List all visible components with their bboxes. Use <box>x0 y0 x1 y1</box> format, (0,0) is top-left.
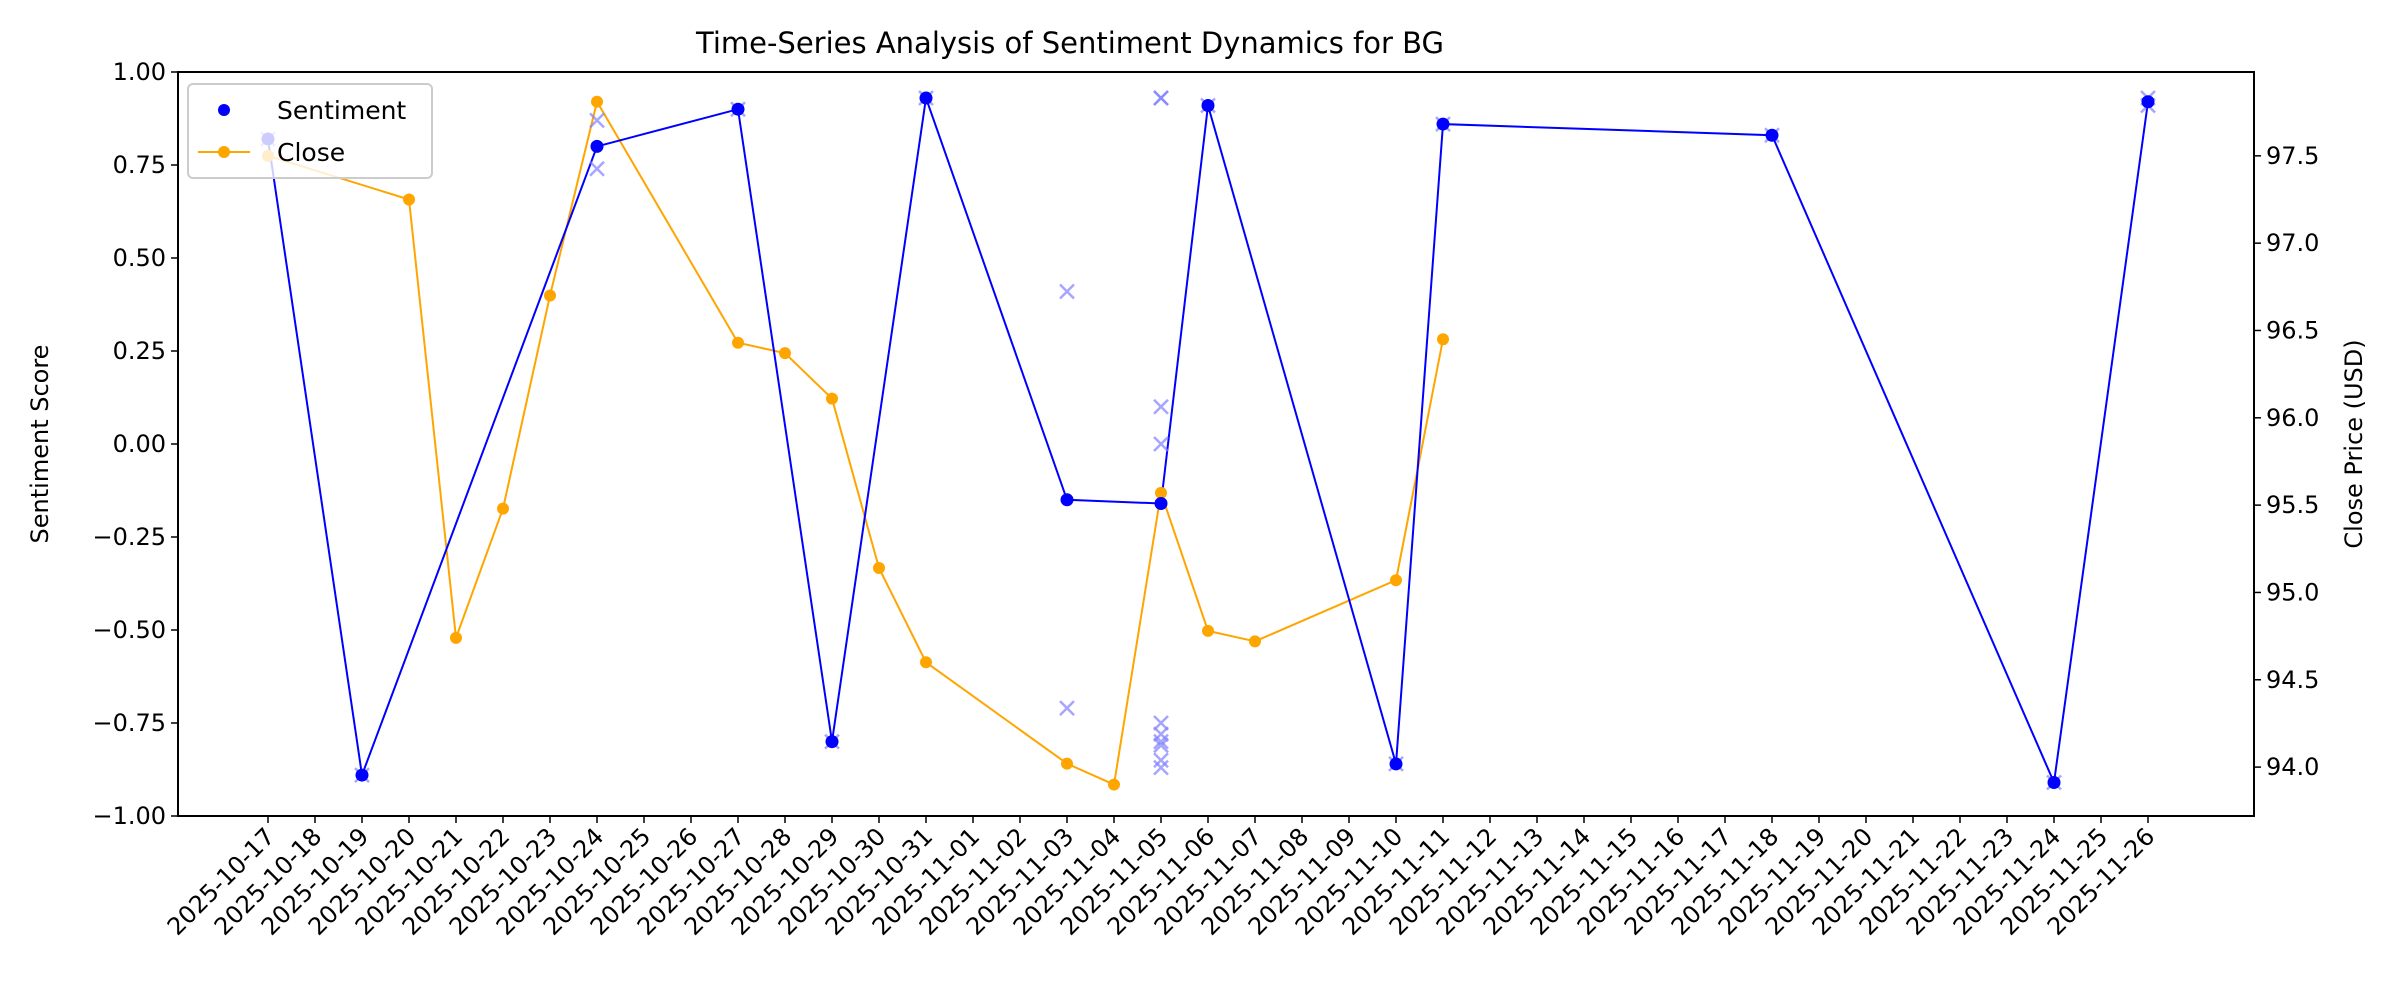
plot-area <box>260 90 2156 791</box>
y-tick-label: 1.00 <box>113 58 166 86</box>
y2-tick-label: 94.5 <box>2266 666 2319 694</box>
y2-tick-label: 97.5 <box>2266 142 2319 170</box>
sentiment-point <box>825 735 839 749</box>
raw-sentiment-point <box>1059 700 1075 717</box>
close-point <box>1437 333 1449 346</box>
raw-sentiment-point <box>1153 759 1169 776</box>
raw-sentiment-point <box>1153 715 1169 731</box>
close-point <box>779 347 791 360</box>
sentiment-point <box>1436 117 1450 131</box>
y2-tick-label: 97.0 <box>2266 229 2319 257</box>
y2-tick-label: 95.5 <box>2266 491 2319 519</box>
close-point <box>826 392 838 405</box>
close-point <box>732 336 744 349</box>
sentiment-point <box>919 91 933 105</box>
raw-sentiment-point <box>1153 90 1169 106</box>
raw-sentiment-point <box>1153 436 1169 452</box>
raw-sentiment-point <box>1153 398 1169 415</box>
chart-title: Time-Series Analysis of Sentiment Dynami… <box>695 26 1444 60</box>
sentiment-point <box>2141 95 2155 109</box>
close-point <box>497 502 509 515</box>
sentiment-point <box>1765 128 1779 142</box>
sentiment-point <box>590 139 604 153</box>
y-tick-label: −0.25 <box>92 523 166 551</box>
sentiment-line <box>267 97 2149 787</box>
sentiment-point <box>1201 98 1215 112</box>
close-point <box>450 631 462 644</box>
legend-sentiment-marker <box>218 104 230 116</box>
sentiment-point <box>355 768 369 782</box>
y-tick-label: 0.00 <box>113 430 166 458</box>
y2-axis-label: Close Price (USD) <box>2340 339 2368 548</box>
y2-tick-label: 96.5 <box>2266 316 2319 344</box>
y-tick-label: 0.50 <box>113 244 166 272</box>
close-point <box>1249 635 1261 648</box>
raw-sentiment-point <box>589 160 605 177</box>
sentiment-point <box>1154 497 1168 511</box>
y-tick-label: 0.75 <box>113 151 166 179</box>
sentiment-point <box>2047 776 2061 790</box>
close-point <box>920 656 932 669</box>
raw-sentiment-point <box>1153 733 1169 750</box>
y2-tick-label: 95.0 <box>2266 578 2319 606</box>
sentiment-point <box>1389 757 1403 771</box>
y-tick-label: −0.50 <box>92 616 166 644</box>
y-tick-label: 0.25 <box>113 337 166 365</box>
sentiment-point <box>1060 493 1074 507</box>
raw-sentiment-point <box>589 112 605 129</box>
legend-sentiment-label: Sentiment <box>277 96 406 125</box>
y2-tick-label: 94.0 <box>2266 753 2319 781</box>
plot-frame <box>177 71 2255 817</box>
legend: Sentiment Close <box>187 83 433 179</box>
close-point <box>1108 778 1120 791</box>
raw-sentiment-point <box>1153 752 1169 769</box>
y-tick-label: −0.75 <box>92 709 166 737</box>
close-point <box>1390 574 1402 587</box>
sentiment-point <box>731 102 745 116</box>
raw-sentiment-point <box>1153 737 1169 754</box>
close-point <box>1202 624 1214 637</box>
close-point <box>1155 486 1167 499</box>
close-point <box>544 289 556 302</box>
axes: 2025-10-172025-10-182025-10-192025-10-20… <box>92 58 2319 941</box>
close-point <box>403 193 415 206</box>
legend-close-marker <box>218 146 230 158</box>
y2-tick-label: 96.0 <box>2266 404 2319 432</box>
raw-sentiment-point <box>1153 726 1169 743</box>
close-line <box>267 99 1444 787</box>
raw-sentiment-point <box>1059 283 1075 300</box>
close-point <box>873 562 885 574</box>
y-tick-label: −1.00 <box>92 802 166 830</box>
close-point <box>1061 757 1073 770</box>
legend-box <box>187 83 433 179</box>
y-axis-label: Sentiment Score <box>26 345 54 544</box>
legend-close-label: Close <box>277 138 345 167</box>
close-point <box>591 95 603 108</box>
